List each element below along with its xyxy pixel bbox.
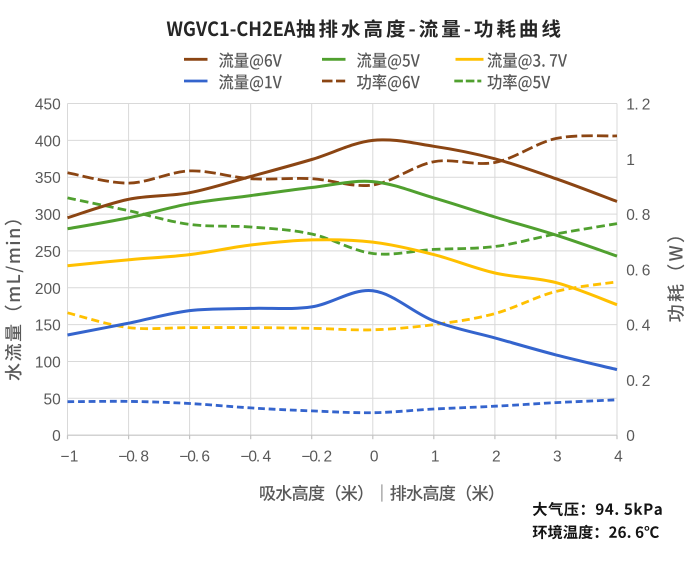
svg-text:50: 50	[44, 391, 62, 408]
svg-text:3: 3	[553, 449, 562, 466]
svg-text:−0. 8: −0. 8	[118, 449, 148, 466]
svg-text:−0. 6: −0. 6	[179, 449, 209, 466]
svg-text:1: 1	[431, 449, 440, 466]
svg-text:1. 2: 1. 2	[626, 97, 649, 114]
svg-text:0. 6: 0. 6	[626, 262, 649, 279]
svg-text:1: 1	[626, 152, 634, 169]
svg-text:450: 450	[35, 97, 61, 114]
svg-text:300: 300	[35, 207, 61, 224]
svg-text:−0. 4: −0. 4	[240, 449, 271, 466]
svg-text:100: 100	[35, 355, 61, 372]
svg-text:0: 0	[626, 428, 635, 445]
svg-text:200: 200	[35, 281, 61, 298]
svg-text:2: 2	[492, 449, 501, 466]
svg-text:0. 2: 0. 2	[626, 373, 649, 390]
svg-text:400: 400	[35, 133, 61, 150]
svg-text:0. 4: 0. 4	[626, 318, 650, 335]
svg-text:−0. 2: −0. 2	[301, 449, 331, 466]
svg-text:0. 8: 0. 8	[626, 207, 649, 224]
svg-text:150: 150	[35, 318, 61, 335]
svg-text:0: 0	[52, 428, 61, 445]
svg-text:350: 350	[35, 170, 61, 187]
svg-text:250: 250	[35, 244, 61, 261]
svg-text:4: 4	[614, 449, 623, 466]
svg-text:−1: −1	[60, 449, 78, 466]
svg-text:0: 0	[370, 449, 379, 466]
